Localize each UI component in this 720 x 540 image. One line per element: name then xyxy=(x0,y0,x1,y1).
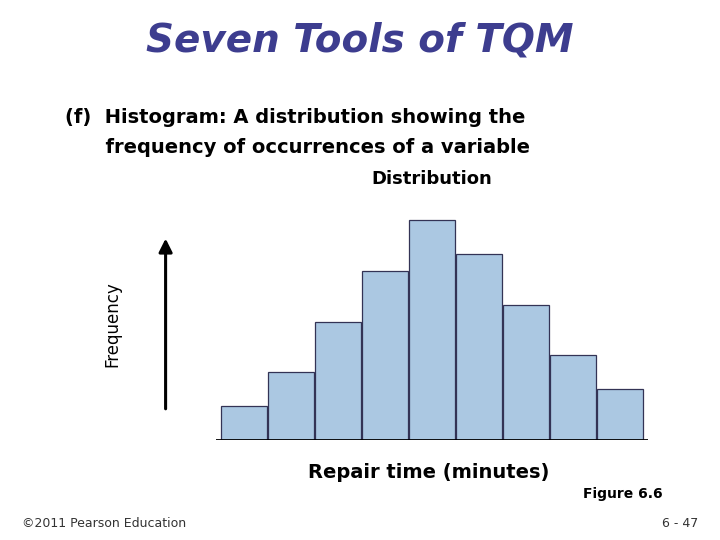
Text: ©2011 Pearson Education: ©2011 Pearson Education xyxy=(22,517,186,530)
Text: (f)  Histogram: A distribution showing the: (f) Histogram: A distribution showing th… xyxy=(65,108,525,127)
Bar xyxy=(269,373,314,440)
Bar xyxy=(362,271,408,440)
Text: Repair time (minutes): Repair time (minutes) xyxy=(307,463,549,482)
Text: Frequency: Frequency xyxy=(104,281,122,367)
Bar xyxy=(315,322,361,440)
Bar xyxy=(409,220,455,440)
Bar xyxy=(503,305,549,440)
Bar xyxy=(222,406,267,440)
Text: 6 - 47: 6 - 47 xyxy=(662,517,698,530)
Text: Seven Tools of TQM: Seven Tools of TQM xyxy=(146,22,574,59)
Bar xyxy=(550,355,595,440)
Text: Distribution: Distribution xyxy=(372,170,492,188)
Text: Figure 6.6: Figure 6.6 xyxy=(582,487,662,501)
Bar xyxy=(456,254,502,440)
Text: frequency of occurrences of a variable: frequency of occurrences of a variable xyxy=(65,138,530,157)
Bar xyxy=(597,389,642,440)
